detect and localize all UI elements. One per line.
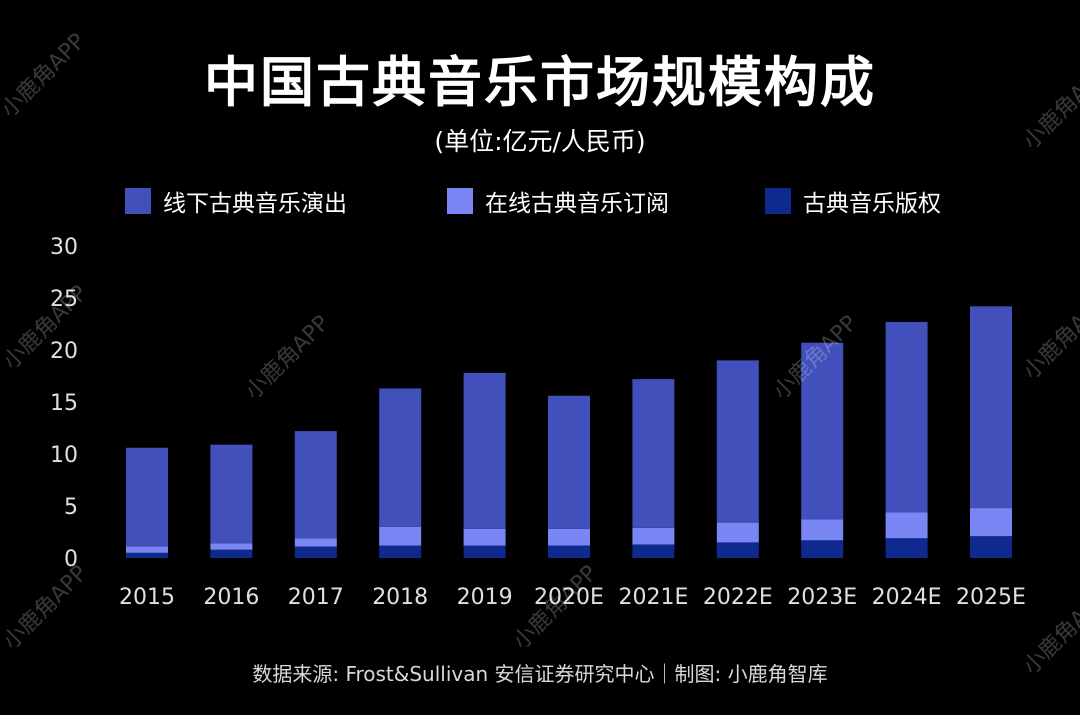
bar-segment-2024E-2 [885, 321, 928, 513]
x-tick-label: 2024E [872, 585, 942, 610]
bar-segment-2022E-0 [716, 542, 759, 558]
y-tick-label: 20 [50, 339, 78, 364]
bar-segment-2016-1 [210, 543, 253, 550]
y-tick-label: 25 [50, 287, 78, 312]
bar-segment-2015-1 [126, 546, 168, 553]
legend-label-offline: 线下古典音乐演出 [163, 191, 347, 217]
y-tick-label: 15 [50, 391, 78, 416]
bar-segment-2016-2 [210, 444, 253, 544]
bar-segment-2020E-0 [548, 545, 590, 558]
legend-item-online: 在线古典音乐订阅 [447, 184, 669, 218]
stacked-bar-chart: 0 5 10 15 20 25 30 2015 2016 2017 2018 2019 2020E 202… [50, 235, 1026, 610]
bar-segment-2022E-2 [716, 360, 759, 523]
bar-segment-2021E-2 [632, 379, 675, 528]
bar-segment-2017-0 [294, 546, 337, 558]
bar-segment-2019-0 [463, 545, 506, 558]
bar-segment-2017-1 [294, 538, 337, 547]
bar-segment-2015-0 [126, 552, 168, 558]
bar-segment-2024E-0 [885, 538, 928, 558]
y-tick-label: 0 [64, 547, 78, 572]
legend-label-copyright: 古典音乐版权 [803, 191, 941, 217]
bar-segment-2018-2 [379, 388, 422, 527]
bar-segment-2023E-2 [801, 342, 844, 520]
bar-segment-2024E-1 [885, 512, 928, 539]
x-tick-label: 2020E [534, 585, 604, 610]
bar-segment-2021E-1 [632, 527, 675, 545]
bar-segment-2025E-2 [970, 306, 1012, 509]
bar-segment-2023E-0 [801, 540, 844, 558]
bar-segment-2021E-0 [632, 544, 675, 558]
bar-segment-2020E-2 [548, 395, 590, 529]
source-note: 数据来源: Frost&Sullivan 安信证券研究中心｜制图: 小鹿角智库 [252, 662, 828, 686]
x-tick-label: 2021E [618, 585, 688, 610]
legend-label-online: 在线古典音乐订阅 [485, 191, 669, 217]
bar-segment-2019-2 [463, 372, 506, 529]
bar-segment-2022E-1 [716, 522, 759, 543]
legend-item-offline: 线下古典音乐演出 [125, 184, 347, 218]
x-tick-label: 2016 [203, 585, 259, 610]
legend-swatch-copyright [765, 188, 791, 214]
x-tick-label: 2018 [372, 585, 428, 610]
bar-segment-2025E-1 [970, 508, 1012, 537]
y-tick-label: 5 [64, 495, 78, 520]
y-tick-label: 10 [50, 443, 78, 468]
x-tick-label: 2025E [956, 585, 1026, 610]
y-tick-label: 30 [50, 235, 78, 260]
legend-item-copyright: 古典音乐版权 [765, 184, 941, 218]
legend-swatch-online [447, 188, 473, 214]
bar-segment-2018-0 [379, 545, 422, 558]
x-tick-label: 2017 [288, 585, 344, 610]
bar-segment-2017-2 [294, 431, 337, 539]
bar-segment-2015-2 [126, 447, 168, 547]
x-tick-label: 2015 [119, 585, 175, 610]
bar-segment-2023E-1 [801, 519, 844, 541]
bar-segment-2020E-1 [548, 528, 590, 546]
legend-swatch-offline [125, 188, 151, 214]
x-tick-label: 2022E [703, 585, 773, 610]
bar-segment-2016-0 [210, 549, 253, 558]
x-tick-label: 2019 [457, 585, 513, 610]
chart-title: 中国古典音乐市场规模构成 [204, 51, 876, 114]
bar-segment-2018-1 [379, 526, 422, 546]
chart-subtitle: (单位:亿元/人民币) [434, 127, 646, 156]
legend: 线下古典音乐演出 在线古典音乐订阅 古典音乐版权 [0, 184, 1080, 218]
x-tick-label: 2023E [787, 585, 857, 610]
bar-segment-2019-1 [463, 528, 506, 546]
bar-segment-2025E-0 [970, 536, 1012, 558]
